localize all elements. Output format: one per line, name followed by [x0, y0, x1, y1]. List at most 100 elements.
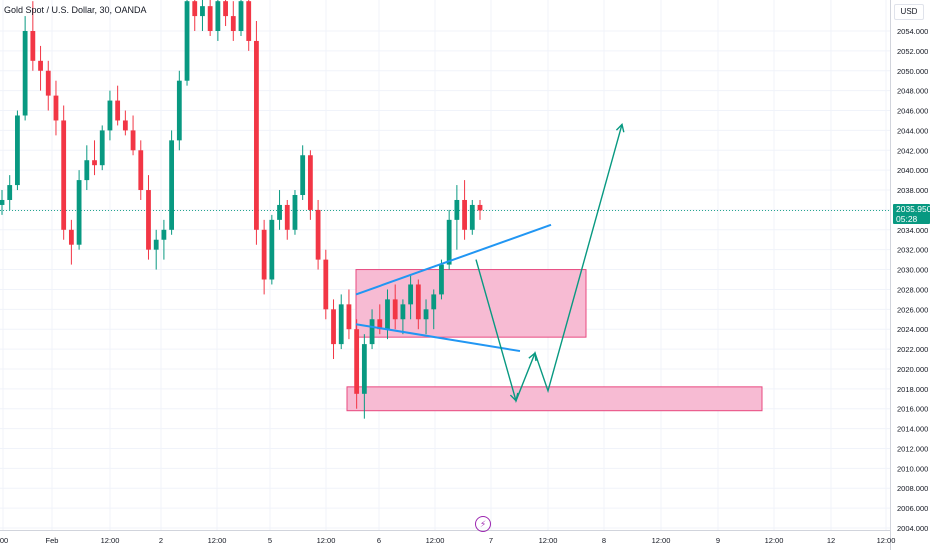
candle-body	[176, 80, 182, 141]
x-tick-label: 7	[489, 536, 493, 545]
candle-body	[223, 1, 228, 17]
y-tick-label: 2006.000	[897, 504, 928, 513]
candle-body	[53, 95, 59, 121]
candle-body	[431, 294, 437, 310]
candle-body	[138, 150, 144, 191]
candle-body	[45, 70, 51, 96]
candle-body	[76, 180, 82, 245]
y-tick-label: 2054.000	[897, 27, 928, 36]
candle-body	[269, 219, 275, 280]
candle-body	[246, 1, 252, 41]
candle-body	[315, 209, 321, 260]
x-tick-label: 5	[268, 536, 272, 545]
x-tick-label: Feb	[46, 536, 59, 545]
y-tick-label: 2016.000	[897, 405, 928, 414]
x-tick-label: 8	[602, 536, 606, 545]
candle-body	[284, 204, 290, 230]
candle-body	[146, 190, 151, 250]
candle-body	[446, 219, 452, 265]
x-tick-label: 12:00	[539, 536, 558, 545]
candle-body	[392, 299, 398, 320]
candle-body	[462, 199, 467, 230]
candle-body	[161, 229, 167, 240]
y-tick-label: 2034.000	[897, 226, 928, 235]
candle-body	[338, 304, 344, 345]
projection-arrow-up	[528, 351, 537, 362]
bar-countdown: 05:28	[896, 214, 918, 224]
currency-label[interactable]: USD	[894, 4, 924, 20]
candle-body	[361, 344, 367, 394]
time-axis[interactable]: :00 Feb 12:00 2 12:00 5 12:00 6 12:00 7 12:00 8 12:0…	[0, 530, 896, 546]
candle-body	[7, 185, 13, 200]
y-tick-label: 2008.000	[897, 484, 928, 493]
y-tick-label: 2050.000	[897, 67, 928, 76]
y-tick-label: 2040.000	[897, 166, 928, 175]
y-tick-label: 2028.000	[897, 285, 928, 294]
candle-body	[477, 204, 483, 211]
x-tick-label: 2	[159, 536, 163, 545]
candle-body	[38, 60, 43, 71]
candle-body	[307, 155, 313, 210]
candle-body	[323, 259, 329, 310]
candle-body	[261, 229, 267, 280]
projection-path	[475, 124, 623, 403]
candle-body	[300, 155, 306, 196]
candle-body	[277, 204, 282, 220]
projection-arrow-target	[615, 123, 625, 133]
candle-body	[130, 130, 136, 151]
candle-body	[377, 319, 383, 330]
candle-body	[107, 100, 113, 131]
candle-body	[400, 304, 406, 320]
candle-body	[439, 264, 444, 295]
x-tick-label: 12:00	[208, 536, 227, 545]
x-tick-label: 12:00	[426, 536, 445, 545]
y-tick-label: 2042.000	[897, 146, 928, 155]
x-tick-label: 12:00	[652, 536, 671, 545]
x-tick-label: 12:00	[877, 536, 896, 545]
candle-body	[454, 199, 460, 220]
candle-body	[408, 284, 414, 305]
price-axis[interactable]: 2054.000 2052.000 2050.000 2048.000 2046.000…	[890, 0, 929, 550]
candle-body	[192, 1, 198, 17]
y-tick-label: 2020.000	[897, 365, 928, 374]
candle-body	[169, 140, 175, 230]
flash-icon[interactable]: ⚡	[475, 516, 491, 532]
trendline-lower	[355, 323, 521, 353]
y-tick-label: 2046.000	[897, 107, 928, 116]
candle-body	[30, 31, 36, 61]
zone-rect-consolidation	[355, 269, 587, 338]
candle-body	[469, 204, 475, 230]
y-tick-label: 2010.000	[897, 464, 928, 473]
x-tick-label: 12:00	[317, 536, 336, 545]
drawing-zones[interactable]	[346, 269, 763, 412]
drawing-lines[interactable]	[355, 123, 625, 403]
candlestick-series	[0, 0, 483, 419]
candle-body	[15, 115, 20, 186]
y-tick-label: 2012.000	[897, 444, 928, 453]
y-tick-label: 2052.000	[897, 47, 928, 56]
y-tick-label: 2022.000	[897, 345, 928, 354]
y-tick-label: 2026.000	[897, 305, 928, 314]
candle-body	[331, 309, 336, 345]
candle-body	[346, 304, 352, 330]
candle-body	[292, 195, 298, 230]
x-tick-label: 9	[716, 536, 720, 545]
trendline-upper	[355, 223, 552, 296]
candle-body	[415, 284, 421, 320]
candle-body	[115, 100, 121, 121]
symbol-title[interactable]: Gold Spot / U.S. Dollar, 30, OANDA	[4, 5, 147, 15]
y-tick-label: 2024.000	[897, 325, 928, 334]
candle-body	[215, 1, 221, 31]
zone-rect-support	[346, 386, 763, 412]
chart-grid	[0, 0, 890, 530]
candle-body	[207, 6, 213, 32]
candle-body	[354, 329, 360, 394]
y-tick-label: 2038.000	[897, 186, 928, 195]
y-tick-label: 2044.000	[897, 126, 928, 135]
y-tick-label: 2018.000	[897, 385, 928, 394]
candle-body	[99, 130, 105, 166]
last-price-label: 2035.950 05:28	[893, 204, 931, 224]
candle-body	[153, 239, 159, 250]
candle-body	[22, 31, 28, 116]
